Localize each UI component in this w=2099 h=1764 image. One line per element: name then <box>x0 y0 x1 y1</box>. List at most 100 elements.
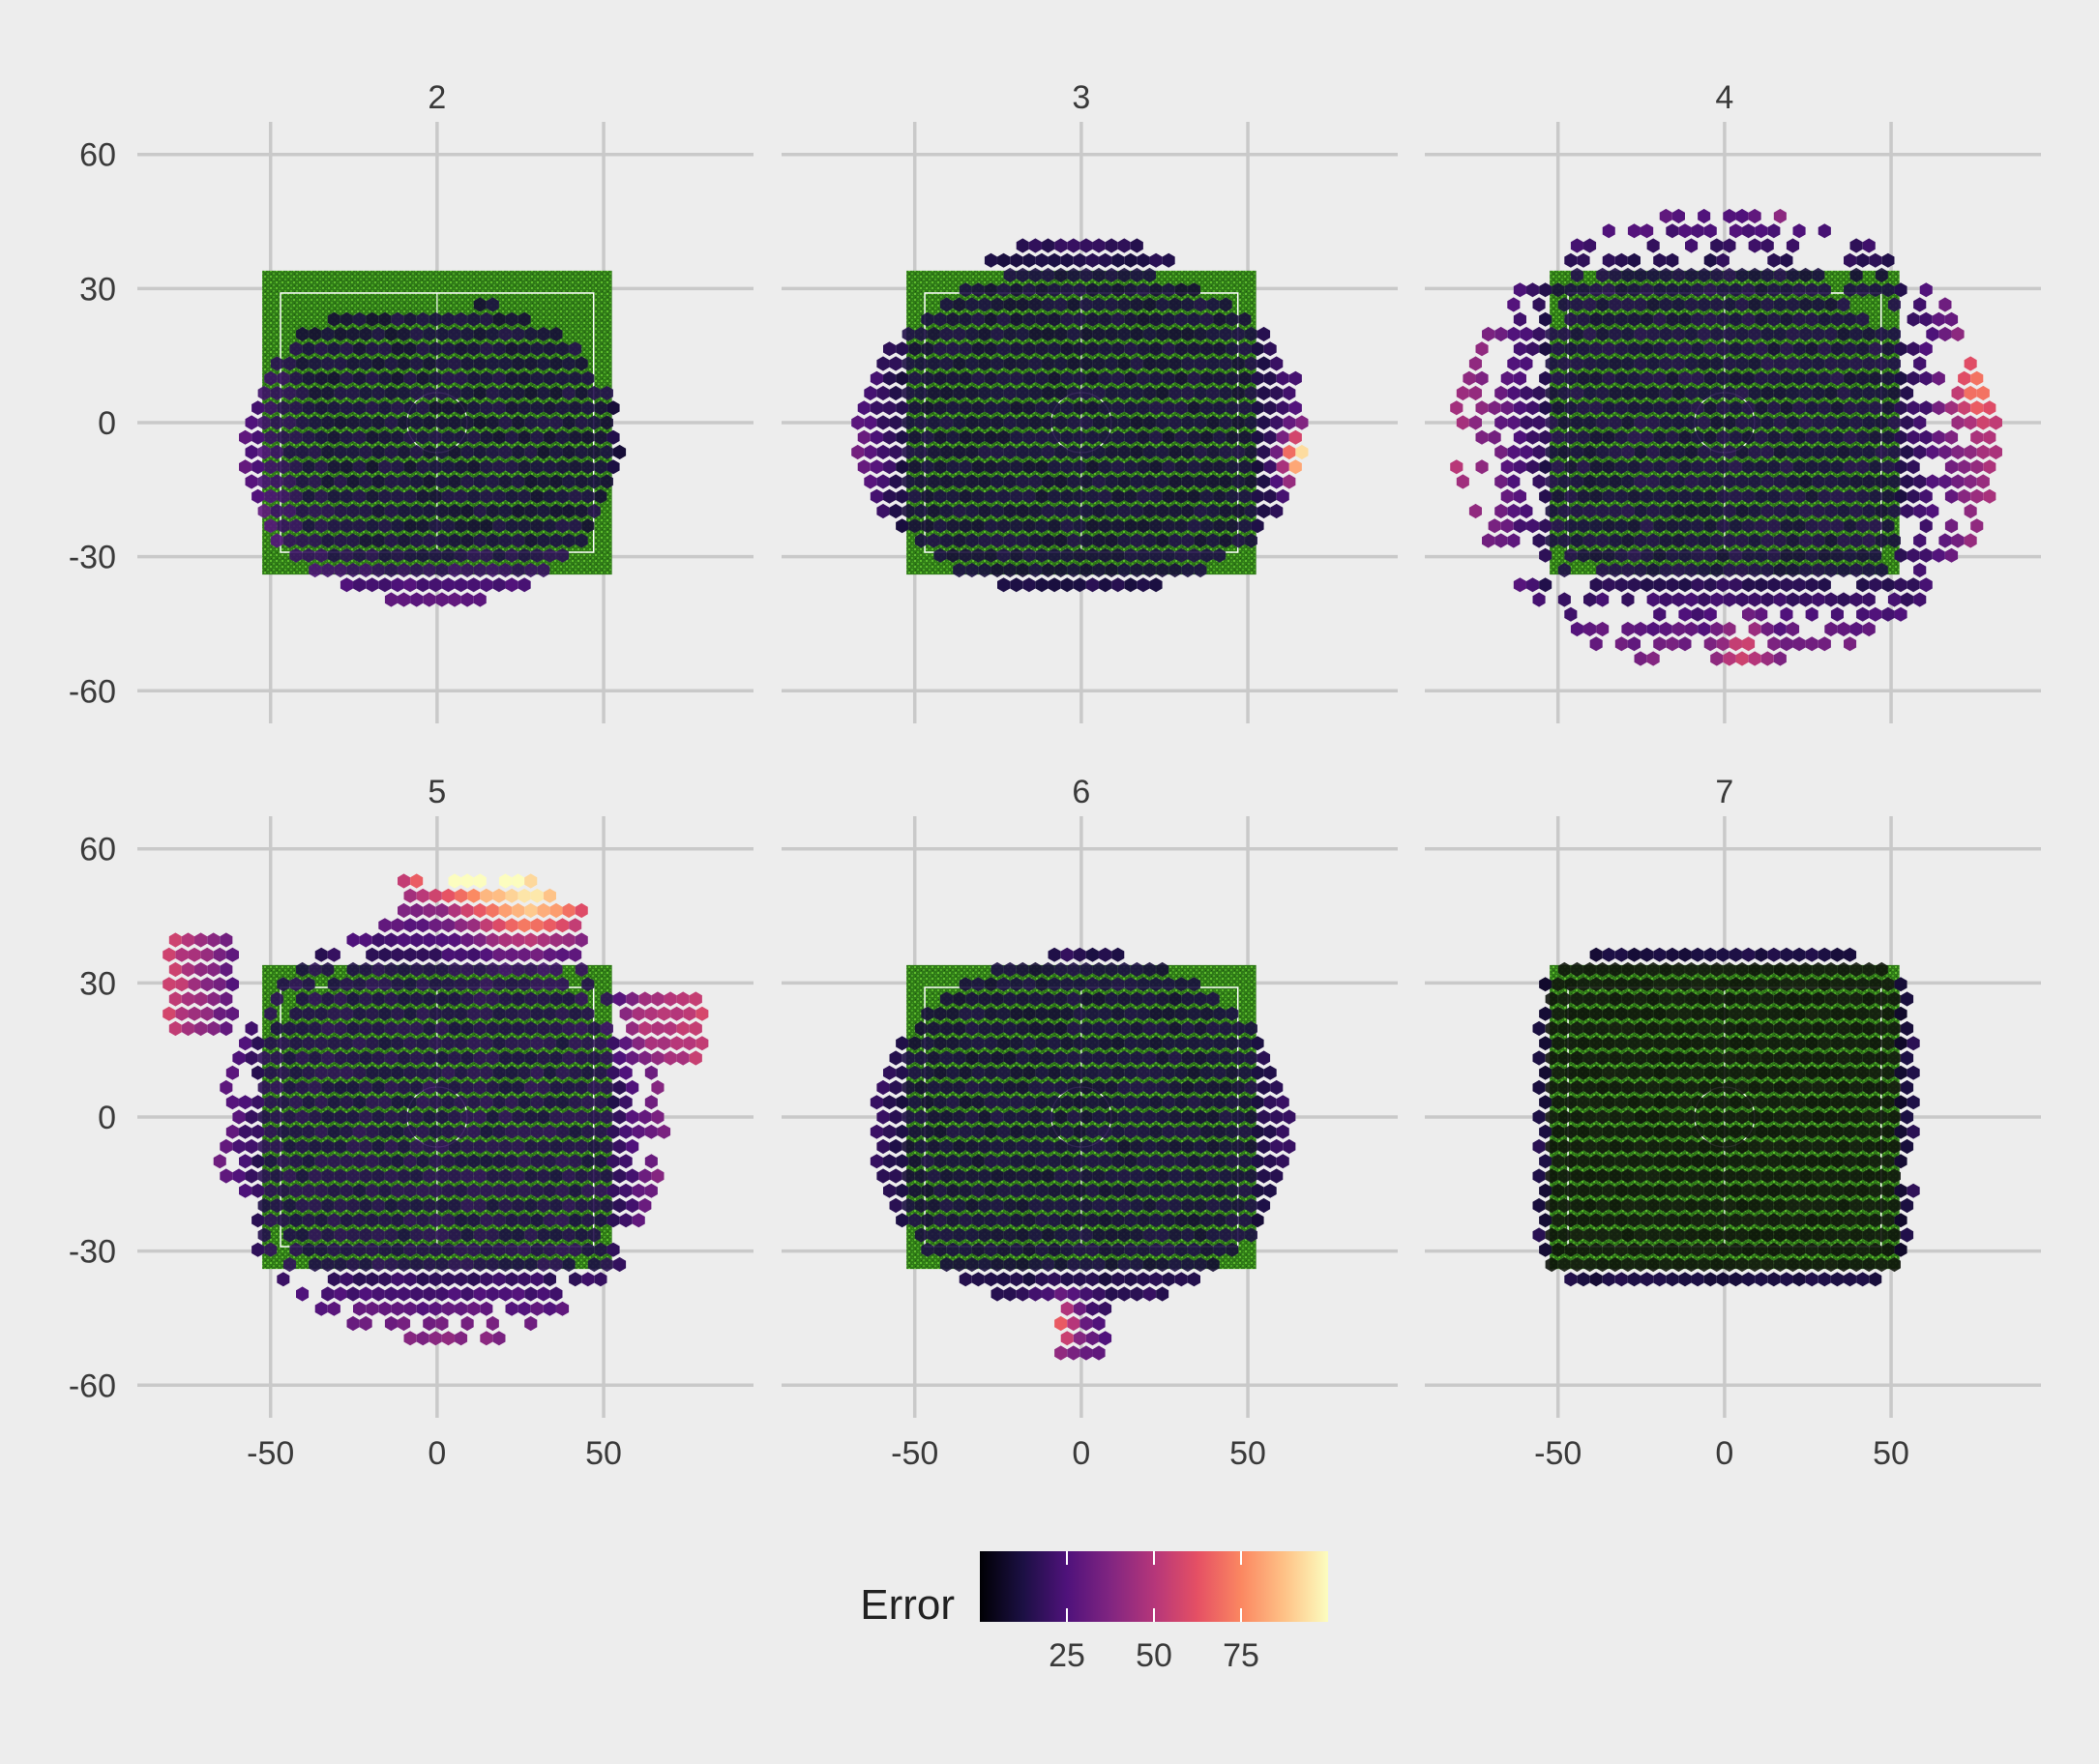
hex-cell <box>377 576 392 593</box>
hex-cell <box>1964 533 1977 548</box>
hex-cell <box>466 947 481 963</box>
hex-cell <box>460 902 475 919</box>
hex-cell <box>1060 947 1075 963</box>
hex-cell <box>1525 399 1540 416</box>
hex-cell <box>365 1271 379 1287</box>
hex-cell <box>619 1094 634 1110</box>
hex-cell <box>327 947 341 963</box>
hex-cell <box>1532 297 1546 312</box>
hex-cell <box>1507 297 1521 312</box>
hex-cell <box>1627 252 1641 269</box>
hex-cell <box>882 399 897 416</box>
hex-cell <box>1805 947 1818 963</box>
hex-cell <box>1830 1271 1845 1287</box>
hex-cell <box>1449 458 1463 475</box>
hex-cell <box>857 399 872 416</box>
hex-cell <box>632 1035 646 1051</box>
facet-title-5: 5 <box>428 774 446 810</box>
hex-cell <box>593 488 607 505</box>
hex-cell <box>664 1050 677 1066</box>
hex-cell <box>1697 621 1711 637</box>
hex-cell <box>486 932 500 948</box>
hex-cell <box>238 1094 252 1110</box>
hex-cell <box>359 1286 373 1302</box>
hex-cell <box>682 1035 696 1051</box>
hex-cell <box>606 458 620 475</box>
hex-cell <box>1513 281 1527 298</box>
hex-cell <box>1919 488 1934 505</box>
hex-cell <box>429 1330 443 1346</box>
hex-cell <box>1085 576 1100 593</box>
hex-cell <box>220 961 233 978</box>
hex-cell <box>1989 444 2003 460</box>
hex-cell <box>1951 326 1965 342</box>
hex-cell <box>1989 415 2003 430</box>
hex-cell <box>1741 576 1756 593</box>
hex-cell <box>1983 429 1996 446</box>
hex-cell <box>340 576 354 593</box>
hex-cell <box>882 1094 897 1110</box>
hex-cell <box>1652 947 1667 963</box>
y-tick-label: 30 <box>79 965 116 1002</box>
hex-cell <box>479 1301 493 1317</box>
hex-cell <box>1488 399 1501 416</box>
hex-cell <box>1493 503 1508 519</box>
hex-cell <box>1907 458 1920 475</box>
hex-cell <box>1085 1330 1100 1346</box>
hex-cell <box>466 1271 481 1287</box>
hex-cell <box>245 444 258 460</box>
hex-cell <box>657 1006 671 1022</box>
hex-cell <box>486 1315 500 1332</box>
y-tick-label: 60 <box>79 137 116 174</box>
hex-cell <box>397 873 411 889</box>
y-tick-label: 60 <box>79 832 116 868</box>
hex-cell <box>1602 576 1616 593</box>
hex-cell <box>870 1124 884 1140</box>
hex-cell <box>188 976 201 992</box>
hex-cell <box>1589 635 1603 652</box>
hex-cell <box>1532 1227 1546 1243</box>
hex-cell <box>1538 547 1552 564</box>
hex-cell <box>1194 562 1207 578</box>
hex-cell <box>1098 576 1112 593</box>
hex-cell <box>1938 444 1952 460</box>
hex-cell <box>1900 503 1914 519</box>
hex-cell <box>1666 576 1679 593</box>
hex-cell <box>441 1271 456 1287</box>
hex-cell <box>1659 592 1673 607</box>
hex-cell <box>644 1153 659 1169</box>
hex-cell <box>695 1006 709 1022</box>
hex-cell <box>1926 326 1939 342</box>
hex-cell <box>1666 635 1679 652</box>
hex-cell <box>1932 311 1946 328</box>
hex-cell <box>403 1330 418 1346</box>
hexbin-layer-5 <box>162 873 709 1346</box>
hex-cell <box>575 961 589 978</box>
hex-cell <box>391 1301 404 1317</box>
hex-cell <box>1767 576 1781 593</box>
hex-cell <box>441 1330 456 1346</box>
hex-cell <box>1098 1301 1112 1317</box>
hex-cell <box>1773 592 1788 607</box>
hex-cell <box>1162 1271 1175 1287</box>
hex-cell <box>225 1124 240 1140</box>
hex-cell <box>454 576 468 593</box>
hex-cell <box>505 947 518 963</box>
hex-cell <box>575 991 589 1007</box>
hex-cell <box>1022 1271 1036 1287</box>
hex-cell <box>1276 1094 1290 1110</box>
hex-cell <box>1805 576 1818 593</box>
hex-cell <box>1678 222 1692 239</box>
hex-cell <box>1251 517 1264 534</box>
hex-cell <box>225 1006 240 1022</box>
hex-cell <box>562 902 576 919</box>
hex-cell <box>1843 1271 1857 1287</box>
hex-cell <box>1066 1286 1080 1302</box>
hex-cell <box>1754 222 1768 239</box>
hex-cell <box>1964 385 1977 401</box>
hex-cell <box>971 1271 986 1287</box>
hex-cell <box>1767 947 1781 963</box>
hex-cell <box>352 1301 367 1317</box>
hex-cell <box>245 1020 258 1037</box>
hex-cell <box>409 592 424 607</box>
